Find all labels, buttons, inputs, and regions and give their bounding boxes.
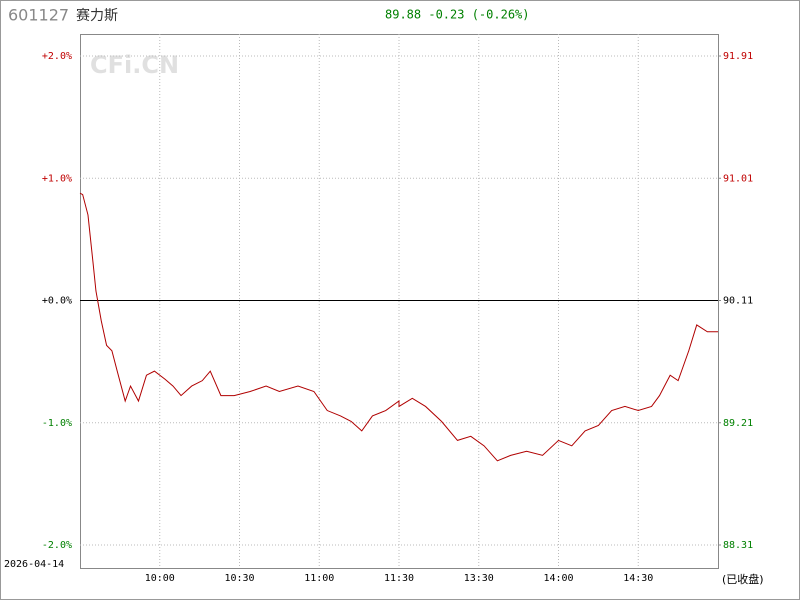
- price-line: [79, 192, 718, 462]
- x-tick-label: 11:00: [304, 573, 334, 584]
- y-tick-label: +0.0%: [42, 296, 72, 307]
- y2-tick-label: 89.21: [723, 418, 753, 429]
- x-tick-label: 10:30: [224, 573, 254, 584]
- y2-tick-label: 90.11: [723, 296, 753, 307]
- y2-tick-label: 91.01: [723, 173, 753, 184]
- x-tick-label: 13:30: [464, 573, 494, 584]
- stock-code: 601127: [8, 6, 69, 25]
- y-tick-label: -1.0%: [42, 418, 72, 429]
- y-tick-label: +2.0%: [42, 51, 72, 62]
- x-tick-label: 11:30: [384, 573, 414, 584]
- date: 2026-04-14: [4, 559, 64, 570]
- x-tick-label: 14:30: [623, 573, 653, 584]
- status: (已收盘): [722, 572, 764, 586]
- y2-tick-label: 88.31: [723, 540, 753, 551]
- x-tick-label: 10:00: [145, 573, 175, 584]
- x-tick-label: 14:00: [543, 573, 573, 584]
- watermark: CFi.CN: [90, 51, 179, 79]
- quote: 89.88 -0.23 (-0.26%): [385, 8, 530, 22]
- y2-tick-label: 91.91: [723, 51, 753, 62]
- y-tick-label: +1.0%: [42, 173, 72, 184]
- stock-name: 赛力斯: [76, 8, 118, 24]
- y-tick-label: -2.0%: [42, 540, 72, 551]
